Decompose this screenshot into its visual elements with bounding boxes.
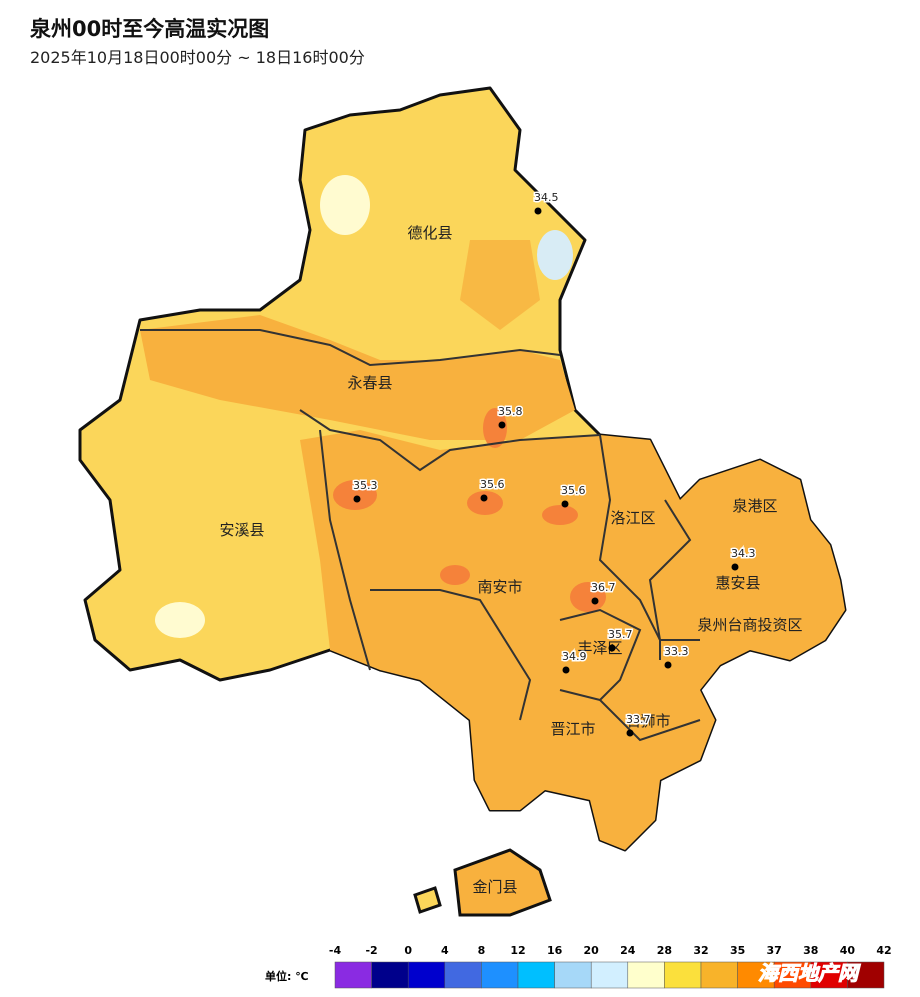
station-value: 34.9 (562, 650, 587, 663)
district-label: 永春县 (347, 374, 392, 392)
legend-swatch (700, 961, 738, 989)
cool-patch (320, 175, 370, 235)
cool-patch (155, 602, 205, 638)
border (319, 429, 371, 671)
hot-patch (467, 491, 503, 515)
legend-swatch (847, 961, 885, 989)
station-dot (664, 661, 672, 669)
legend-tick: 35 (730, 944, 745, 957)
title: 泉州00时至今高温实况图 (30, 17, 269, 41)
legend-tick: -2 (365, 944, 377, 957)
legend-swatch (810, 961, 848, 989)
warm-zone (460, 240, 540, 330)
district-label: 南安市 (477, 578, 522, 596)
legend-tick: 24 (620, 944, 636, 957)
legend-tick: 0 (404, 944, 412, 957)
border (648, 499, 700, 641)
station-value: 35.6 (561, 484, 586, 497)
hot-patch (440, 565, 470, 585)
legend-tick: 4 (441, 944, 449, 957)
district-label: 金门县 (472, 878, 517, 896)
district-borders (140, 329, 701, 742)
legend-swatch (554, 961, 592, 989)
border (598, 434, 661, 660)
district-label: 泉州台商投资区 (697, 616, 802, 634)
legend-swatch (334, 961, 372, 989)
station-dot (561, 500, 569, 508)
island (413, 886, 442, 914)
station-value: 33.7 (626, 713, 651, 726)
legend-swatch (773, 961, 812, 989)
legend-tick: 16 (547, 944, 563, 957)
border (370, 589, 532, 721)
border (299, 409, 601, 472)
cool-patch (537, 230, 573, 280)
legend-tick: 42 (876, 944, 891, 957)
legend-tick: 12 (510, 944, 525, 957)
legend-swatch (737, 961, 775, 989)
station-dot (480, 494, 488, 502)
warm-zone (300, 430, 845, 850)
border (140, 329, 561, 367)
border (599, 699, 701, 742)
district-label: 丰泽区 (577, 639, 622, 657)
legend-swatch (407, 961, 446, 989)
hot-patch (542, 505, 578, 525)
station-value: 33.3 (664, 645, 689, 658)
legend-swatch (664, 961, 702, 989)
legend-tick: 28 (657, 944, 672, 957)
station-value: 35.3 (353, 479, 378, 492)
legend-tick: 37 (767, 944, 782, 957)
border (559, 608, 642, 702)
district-label: 泉港区 (732, 497, 777, 515)
legend-tick: 38 (803, 944, 818, 957)
hot-patch (333, 480, 377, 510)
station-dot (353, 495, 361, 503)
legend-swatch (371, 961, 409, 989)
district-label: 洛江区 (610, 509, 655, 527)
station-dot (591, 597, 599, 605)
legend-tick: -4 (329, 944, 342, 957)
legend-unit: 单位: ℃ (265, 969, 309, 983)
station-dot (608, 644, 616, 652)
watermark: 海西地产网 (758, 961, 861, 985)
legend-swatch (517, 961, 555, 989)
district-label: 晋江市 (550, 720, 595, 738)
station-value: 35.8 (498, 405, 523, 418)
district-label: 惠安县 (715, 574, 760, 592)
map-area (78, 86, 847, 917)
station-dot (498, 421, 506, 429)
legend-swatch (444, 961, 482, 989)
district-label: 德化县 (407, 224, 452, 242)
station-dot (534, 207, 542, 215)
legend: -4 -2 0 4 8 12 16 20 24 28 32 35 37 38 40 42 单位: ℃ 海西地产网 (265, 944, 892, 989)
legend-swatch (627, 961, 665, 989)
legend-swatch (481, 961, 519, 989)
hot-patch (570, 582, 606, 612)
station-dot (562, 666, 570, 674)
station-dot (626, 729, 634, 737)
station-value: 36.7 (591, 581, 616, 594)
district-label: 石狮市 (625, 712, 670, 730)
subtitle: 2025年10月18日00时00分 ~ 18日16时00分 (30, 48, 365, 67)
legend-swatch (590, 961, 629, 989)
district-label: 安溪县 (219, 521, 264, 539)
warm-zone (140, 315, 575, 440)
legend-tick: 8 (478, 944, 486, 957)
island (453, 848, 552, 917)
station-value: 35.6 (480, 478, 505, 491)
hot-patch (483, 408, 507, 448)
station-dot (731, 563, 739, 571)
station-value: 34.5 (534, 191, 559, 204)
legend-tick: 20 (584, 944, 600, 957)
station-value: 35.7 (608, 628, 633, 641)
legend-tick: 40 (840, 944, 856, 957)
legend-tick: 32 (693, 944, 708, 957)
station-value: 34.3 (731, 547, 756, 560)
